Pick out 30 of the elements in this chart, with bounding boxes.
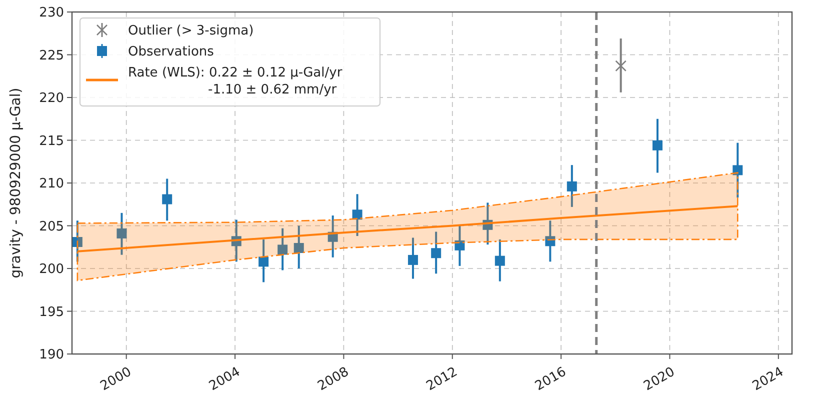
point xyxy=(116,228,127,238)
point xyxy=(258,256,269,267)
point xyxy=(408,254,418,265)
y-tick-label: 225 xyxy=(39,48,64,64)
point xyxy=(352,210,362,220)
point xyxy=(431,248,442,258)
y-tick-label: 195 xyxy=(39,304,64,320)
point xyxy=(652,140,663,150)
y-tick-label: 230 xyxy=(39,6,64,21)
y-tick-label: 190 xyxy=(39,348,64,363)
point xyxy=(294,242,304,253)
legend-label: Observations xyxy=(128,44,214,60)
y-tick-label: 215 xyxy=(39,134,64,149)
point xyxy=(566,181,577,192)
point xyxy=(454,240,465,250)
point xyxy=(162,194,172,204)
point xyxy=(615,60,626,72)
point xyxy=(732,165,743,176)
y-tick-label: 200 xyxy=(39,262,64,278)
legend-label: Rate (WLS): 0.22 ± 0.12 μ-Gal/yr -1.10 ± 0.62 mm/yr xyxy=(128,66,343,98)
point xyxy=(72,236,82,247)
y-axis-title: gravity - 980929000 μ-Gal) xyxy=(8,88,24,278)
y-tick-label: 205 xyxy=(39,219,64,234)
legend-label: Outlier (> 3-sigma) xyxy=(128,24,254,39)
point xyxy=(545,236,556,246)
y-tick-label: 220 xyxy=(39,91,64,106)
point xyxy=(278,244,288,255)
line-series xyxy=(76,205,739,252)
y-tick-label: 210 xyxy=(39,176,64,192)
point xyxy=(494,256,505,266)
